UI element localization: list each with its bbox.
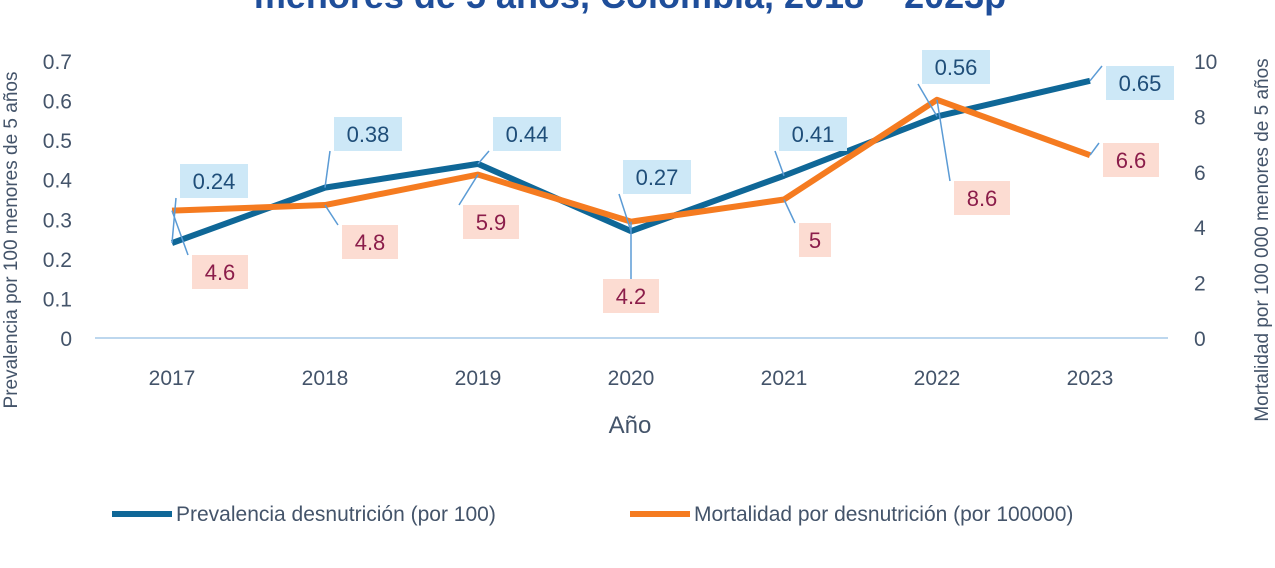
y-right-tick-label: 8 — [1194, 106, 1206, 129]
x-tick-label: 2020 — [608, 367, 655, 390]
data-label: 0.24 — [193, 169, 236, 194]
x-tick-label: 2017 — [149, 367, 196, 390]
data-label-box — [922, 50, 990, 84]
data-label: 0.44 — [506, 122, 549, 147]
data-label-leader — [783, 199, 796, 224]
chart-title: menores de 5 años, Colombia, 2018 – 2023… — [254, 0, 1006, 16]
data-label: 4.6 — [205, 260, 236, 285]
y-right-tick-label: 0 — [1194, 328, 1206, 351]
legend-label-mortalidad: Mortalidad por desnutrición (por 100000) — [694, 503, 1073, 526]
y-right-tick-label: 2 — [1194, 273, 1206, 296]
data-label-box — [334, 117, 402, 151]
x-tick-label: 2022 — [914, 367, 961, 390]
data-label-box — [1103, 143, 1159, 177]
data-label-leader — [458, 174, 479, 206]
y-right-tick-label: 6 — [1194, 162, 1206, 185]
data-label-box — [342, 225, 398, 259]
y-right-tick-label: 4 — [1194, 217, 1206, 240]
data-label: 8.6 — [967, 186, 998, 211]
x-tick-label: 2018 — [302, 367, 349, 390]
y-left-tick-label: 0.7 — [43, 51, 72, 74]
data-label-box — [1106, 66, 1174, 100]
data-label-leader — [917, 83, 938, 117]
data-label: 0.56 — [935, 55, 978, 80]
data-label-leader — [171, 197, 177, 244]
legend-label-prevalencia: Prevalencia desnutrición (por 100) — [176, 503, 496, 526]
data-label-box — [493, 117, 561, 151]
data-label-box — [954, 181, 1010, 215]
y-left-tick-label: 0.3 — [43, 209, 72, 232]
data-label: 4.2 — [616, 284, 647, 309]
data-label-box — [623, 160, 691, 194]
y-axis-right-label: Mortalidad por 100 000 menores de 5 años — [1252, 58, 1273, 421]
x-tick-label: 2023 — [1067, 367, 1114, 390]
y-left-tick-label: 0.4 — [43, 170, 73, 193]
data-label: 0.38 — [347, 122, 390, 147]
data-label-box — [799, 223, 831, 257]
y-left-tick-label: 0 — [60, 328, 72, 351]
data-label-leader — [324, 150, 331, 188]
y-left-tick-label: 0.6 — [43, 91, 72, 114]
data-label-leader — [936, 99, 951, 182]
legend: Prevalencia desnutrición (por 100) Morta… — [112, 503, 1073, 526]
data-label-leader — [324, 204, 339, 226]
data-label-box — [463, 205, 519, 239]
x-axis-label: Año — [609, 412, 652, 439]
x-tick-label: 2021 — [761, 367, 808, 390]
data-label-box — [192, 255, 248, 289]
data-label: 0.65 — [1119, 71, 1162, 96]
data-label-leader — [477, 150, 490, 165]
y-left-tick-label: 0.1 — [43, 288, 72, 311]
data-label-box — [779, 117, 847, 151]
data-label: 0.27 — [636, 165, 679, 190]
data-label-box — [603, 279, 659, 313]
x-tick-label: 2019 — [455, 367, 502, 390]
y-axis-left-label: Prevalencia por 100 menores de 5 años — [1, 72, 22, 409]
y-right-tick-label: 10 — [1194, 51, 1217, 74]
data-label: 4.8 — [355, 230, 386, 255]
data-label-leader — [171, 210, 189, 256]
y-left-tick-label: 0.2 — [43, 249, 72, 272]
data-label-leader — [618, 193, 632, 232]
data-label-leader — [774, 150, 785, 177]
data-label-leader — [1089, 142, 1100, 156]
data-label: 6.6 — [1116, 148, 1147, 173]
data-label-box — [180, 164, 248, 198]
data-label: 5.9 — [476, 210, 507, 235]
data-label-leader — [1089, 65, 1103, 82]
y-left-tick-label: 0.5 — [43, 130, 72, 153]
data-label: 0.41 — [792, 122, 835, 147]
data-label: 5 — [809, 228, 821, 253]
